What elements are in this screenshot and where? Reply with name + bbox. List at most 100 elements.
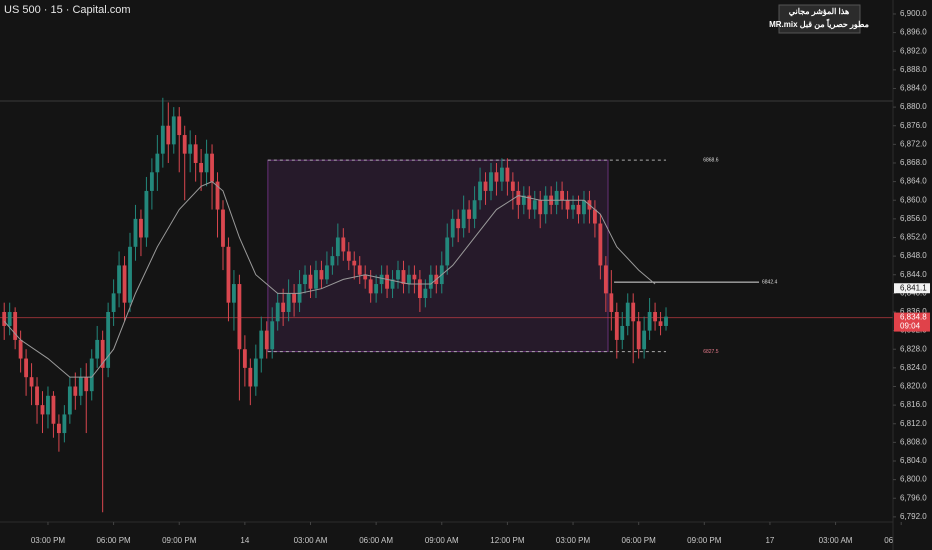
candle-body (73, 386, 78, 396)
candle-body (500, 167, 504, 182)
candle-body (521, 195, 526, 205)
candle-body (379, 274, 384, 285)
candle-body (603, 265, 608, 294)
price-axis-bg (893, 0, 932, 550)
candle-body (374, 284, 379, 294)
range-label: 6842.4 (762, 280, 778, 286)
candle-body (565, 200, 570, 210)
candle-body (303, 274, 307, 285)
candle-body (106, 311, 111, 368)
candle-body (461, 209, 466, 229)
y-tick-label: 6,852.0 (900, 233, 927, 242)
candle-body (554, 190, 559, 205)
candle-body (330, 256, 335, 266)
candle-body (204, 153, 209, 173)
candle-body (467, 209, 472, 219)
candle-body (527, 195, 532, 210)
last-price-marker (894, 312, 930, 332)
y-tick-label: 6,868.0 (900, 158, 927, 167)
x-tick-label: 06:00 AM (359, 536, 393, 545)
y-tick-label: 6,896.0 (900, 28, 927, 37)
chart-title: US 500 · 15 · Capital.com (4, 4, 131, 16)
y-tick-label: 6,828.0 (900, 344, 927, 353)
y-tick-label: 6,796.0 (900, 493, 927, 502)
y-tick-label: 6,844.0 (900, 270, 927, 279)
candle-body (46, 395, 50, 415)
candle-body (335, 237, 340, 257)
candle-body (571, 204, 575, 210)
candle-body (341, 237, 346, 252)
x-tick-label: 03:00 AM (819, 536, 853, 545)
candle-body (171, 116, 176, 145)
candle-body (144, 190, 149, 238)
candle-body (352, 260, 357, 266)
candle-body (636, 321, 641, 350)
note-line: مطور حصرياً من قبل MR.mix (769, 18, 869, 30)
candle-body (133, 218, 138, 247)
candle-body (543, 195, 548, 215)
candle-body (609, 293, 614, 312)
price-marker-label: 6,841.1 (900, 283, 927, 292)
candle-body (478, 181, 482, 201)
y-tick-label: 6,804.0 (900, 456, 927, 465)
y-tick-label: 6,836.0 (900, 307, 927, 316)
range-label: 6868.6 (703, 158, 719, 164)
candle-body (155, 153, 160, 173)
candle-body (308, 274, 313, 289)
candle-body (128, 246, 132, 303)
y-tick-label: 6,856.0 (900, 214, 927, 223)
candle-body (642, 330, 647, 350)
candle-body (286, 293, 291, 312)
x-tick-label: 06:00 PM (622, 536, 657, 545)
candle-body (346, 251, 351, 261)
candle-body (215, 181, 220, 210)
candle-body (538, 200, 543, 215)
candle-body (281, 302, 286, 312)
candle-body (78, 377, 83, 396)
candle-body (188, 144, 193, 154)
candle-body (664, 316, 668, 326)
y-tick-label: 6,880.0 (900, 102, 927, 111)
candle-body (193, 144, 198, 163)
x-tick-label: 09:00 PM (162, 536, 197, 545)
candle-body (314, 270, 318, 289)
candle-body (13, 311, 18, 340)
candle-body (658, 321, 663, 326)
x-tick-label: 12:00 PM (490, 536, 525, 545)
candle-body (2, 311, 7, 326)
range-label: 6827.5 (703, 349, 719, 355)
candle-body (582, 200, 586, 215)
candle-body (401, 270, 406, 285)
x-tick-label: 03:00 PM (31, 536, 66, 545)
candle-body (631, 302, 636, 322)
x-tick-label: 09:00 AM (425, 536, 459, 545)
candle-body (210, 153, 214, 182)
candle-body (428, 274, 433, 289)
candle-body (614, 311, 619, 340)
candle-body (620, 325, 625, 340)
x-tick-label: 14 (240, 536, 249, 545)
candle-body (7, 311, 12, 326)
candle-body (417, 279, 422, 299)
candle-body (396, 270, 400, 280)
candle-body (505, 167, 510, 182)
y-tick-label: 6,848.0 (900, 251, 927, 260)
y-tick-label: 6,820.0 (900, 382, 927, 391)
candle-body (259, 330, 264, 359)
candle-body (51, 395, 56, 424)
candle-body (122, 265, 127, 303)
candle-body (450, 218, 455, 238)
candle-body (270, 321, 275, 350)
y-tick-label: 6,888.0 (900, 65, 927, 74)
plot: 03:00 PM 06:00 PM 09:00 PM 14 03:00 AM 06:00 … (0, 97, 918, 545)
candle-body (117, 265, 121, 294)
candle-body (456, 218, 461, 229)
y-tick-label: 6,808.0 (900, 437, 927, 446)
candle-body (625, 302, 630, 326)
note-line: هذا المؤشر مجاني (789, 7, 849, 17)
countdown-label: 09:04 (900, 322, 921, 331)
candle-body (489, 172, 493, 191)
x-tick-label: 03:00 AM (294, 536, 328, 545)
candle-body (423, 288, 428, 299)
